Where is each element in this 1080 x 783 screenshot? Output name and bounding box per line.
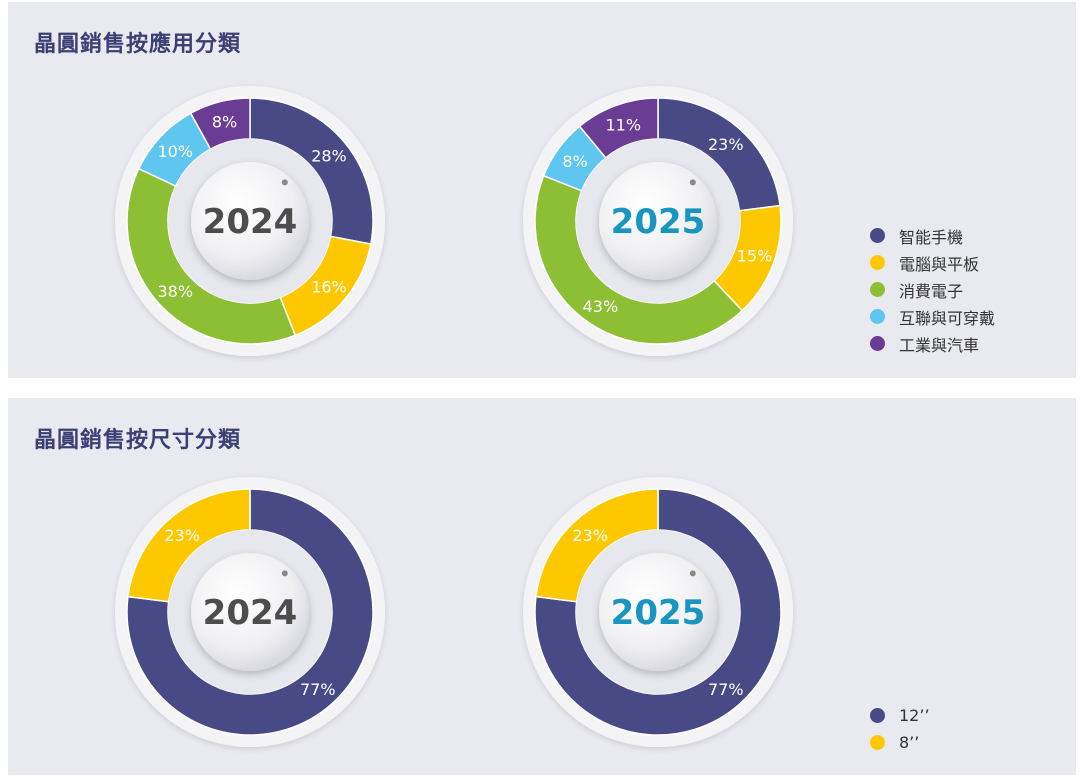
slice-label: 77% [708,680,744,699]
legend-swatch [870,282,885,297]
legend-label: 電腦與平板 [899,254,980,274]
legend-item: 智能手機 [870,222,995,249]
knob-dot [281,570,288,577]
legend-label: 智能手機 [899,227,964,247]
slice-label: 38% [157,282,193,301]
slice-label: 28% [311,147,347,166]
slice-label: 8% [212,113,237,132]
slice-label: 11% [605,116,641,135]
year-label: 2024 [203,202,298,242]
year-label: 2024 [203,593,298,633]
legend-label: 12’’ [899,706,930,725]
application-legend: 智能手機電腦與平板消費電子互聯與可穿戴 工業與汽車 [870,222,995,357]
year-knob [599,162,717,280]
legend-item: 消費電子 [870,276,995,303]
size-legend: 12’’ 8’’ [870,702,930,756]
legend-item: 電腦與平板 [870,249,995,276]
slice-label: 8% [562,152,587,171]
legend-item: 12’’ [870,702,930,729]
slice-label: 43% [583,297,619,316]
legend-item: 8’’ [870,729,930,756]
slice-label: 23% [708,135,744,154]
legend-label: 工業與汽車 [899,335,980,355]
donut-chart-2024: 28% 16% 38% 10% 8% 2024 [115,86,385,356]
knob-dot [689,179,696,186]
legend-label: 8’’ [899,733,920,752]
legend-swatch [870,255,885,270]
legend-label: 互聯與可穿戴 [899,308,996,328]
legend-item: 工業與汽車 [870,330,995,357]
slice-label: 10% [157,142,193,161]
legend-label: 消費電子 [899,281,964,301]
legend-swatch [870,336,885,351]
year-label: 2025 [611,593,706,633]
legend-swatch [870,309,885,324]
slice-label: 23% [572,526,608,545]
slice-label: 23% [164,526,200,545]
donut-chart-2025: 77% 23% 2025 [523,477,793,747]
application-panel-title: 晶圓銷售按應用分類 [34,32,242,57]
year-knob [191,553,309,671]
legend-swatch [870,735,885,750]
slice-label: 15% [737,247,773,266]
legend-swatch [870,708,885,723]
knob-dot [689,570,696,577]
slice-label: 16% [311,277,347,296]
donut-chart-2024: 77% 23% 2024 [115,477,385,747]
year-label: 2025 [611,202,706,242]
donut-chart-2025: 23% 15% 43% 8% 11% 2025 [523,86,793,356]
donut-slice [578,97,659,159]
size-panel-title: 晶圓銷售按尺寸分類 [34,428,242,453]
legend-swatch [870,228,885,243]
year-knob [191,162,309,280]
legend-item: 互聯與可穿戴 [870,303,995,330]
knob-dot [281,179,288,186]
slice-label: 77% [300,680,336,699]
year-knob [599,553,717,671]
